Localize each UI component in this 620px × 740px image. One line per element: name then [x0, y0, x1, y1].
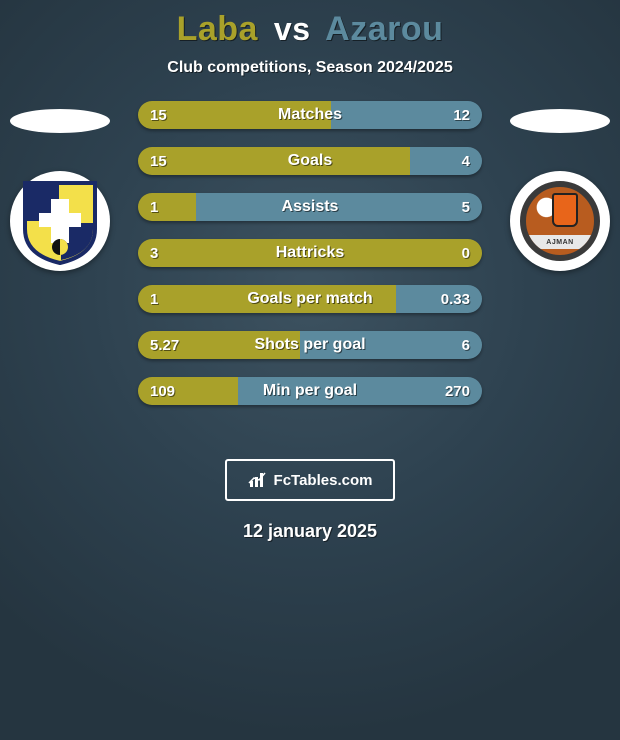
- stat-bar: 15Assists: [138, 193, 482, 221]
- stat-fill-left: [138, 147, 410, 175]
- stat-value-right: 6: [450, 331, 482, 359]
- stat-value-right: 4: [450, 147, 482, 175]
- player2-name: Azarou: [325, 10, 443, 48]
- comparison-title: Laba vs Azarou: [0, 10, 620, 49]
- stat-value-right: 270: [433, 377, 482, 405]
- stat-fill-right: [196, 193, 482, 221]
- date-label: 12 january 2025: [0, 521, 620, 542]
- club-logo-right: AJMAN: [510, 171, 610, 271]
- stat-value-left: 15: [138, 101, 179, 129]
- brand-text: FcTables.com: [274, 472, 373, 489]
- flag-right: [510, 109, 610, 133]
- subtitle: Club competitions, Season 2024/2025: [0, 59, 620, 77]
- stat-value-right: 0: [450, 239, 482, 267]
- stat-bar: 30Hattricks: [138, 239, 482, 267]
- stat-value-right: 5: [450, 193, 482, 221]
- stat-bars: 1512Matches154Goals15Assists30Hattricks1…: [138, 101, 482, 405]
- stat-bar: 1512Matches: [138, 101, 482, 129]
- shield-icon: [21, 177, 99, 265]
- vs-label: vs: [274, 11, 311, 47]
- stat-bar: 5.276Shots per goal: [138, 331, 482, 359]
- stat-bar: 109270Min per goal: [138, 377, 482, 405]
- stat-value-right: 12: [441, 101, 482, 129]
- club-right-band: AJMAN: [526, 235, 594, 249]
- club-logo-left: [10, 171, 110, 271]
- stat-bar: 10.33Goals per match: [138, 285, 482, 313]
- stats-stage: AJMAN 1512Matches154Goals15Assists30Hatt…: [0, 101, 620, 431]
- flag-left: [10, 109, 110, 133]
- player1-name: Laba: [177, 10, 258, 48]
- stat-value-left: 109: [138, 377, 187, 405]
- stat-bar: 154Goals: [138, 147, 482, 175]
- stat-fill-left: [138, 285, 396, 313]
- stat-value-left: 15: [138, 147, 179, 175]
- stat-value-left: 1: [138, 285, 170, 313]
- stat-value-right: 0.33: [429, 285, 482, 313]
- stat-value-left: 1: [138, 193, 170, 221]
- brand-badge: FcTables.com: [225, 459, 395, 501]
- stat-value-left: 5.27: [138, 331, 191, 359]
- stat-value-left: 3: [138, 239, 170, 267]
- tower-icon: AJMAN: [520, 181, 600, 261]
- stat-fill-left: [138, 239, 482, 267]
- chart-icon: [248, 471, 268, 489]
